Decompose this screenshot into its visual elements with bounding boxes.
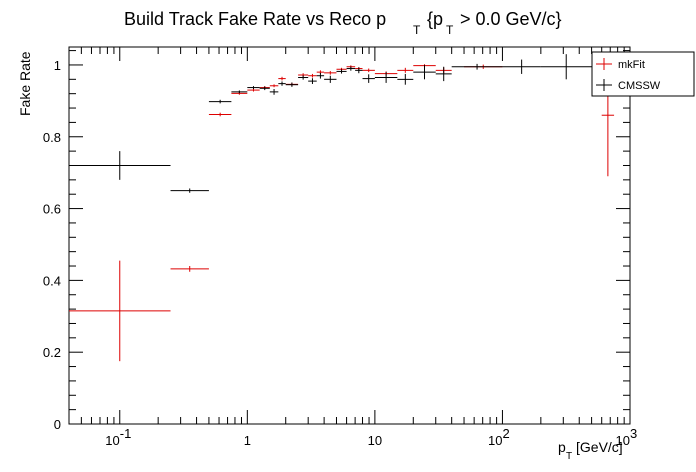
data-point [451,63,503,70]
chart-title: Build Track Fake Rate vs Reco p T {p T >… [124,9,562,38]
legend-box [591,51,695,97]
data-point [278,81,286,86]
x-tick-label: 1 [244,433,251,448]
x-tick-label: 10 [105,433,119,448]
y-axis-label: Fake Rate [17,51,33,116]
legend-entry-cmssw: CMSSW [596,79,661,92]
data-point [69,151,171,180]
data-point [170,188,209,193]
x-tick-label: 10 [488,433,502,448]
data-point [170,266,209,272]
data-point [362,68,375,73]
data-point [316,72,325,79]
svg-text:mkFit: mkFit [618,59,645,71]
data-point [308,78,317,84]
data-points [69,52,630,362]
legend: mkFit CMSSW [591,51,695,97]
x-tick-label: 10 [368,433,382,448]
x-tick-exponent: -1 [120,426,132,441]
y-tick-label: 0.2 [43,345,61,360]
data-point [355,67,363,74]
data-point [69,260,171,362]
data-point [397,67,414,73]
data-point [324,71,337,75]
data-point [308,73,317,78]
data-point [540,54,592,80]
x-tick-exponent: 2 [502,426,509,441]
data-point [362,74,375,83]
data-point [336,69,347,74]
x-tick-label: 10 [616,433,630,448]
data-point [397,73,414,85]
data-point [346,66,356,71]
data-point [435,66,452,82]
data-point [259,86,270,91]
data-point [247,88,260,92]
data-point [374,72,398,83]
x-tick-exponent: 3 [630,426,637,441]
y-tick-label: 0.4 [43,273,61,288]
y-tick-label: 0.8 [43,130,61,145]
data-point [269,84,279,88]
data-point [502,59,541,74]
y-tick-label: 1 [54,58,61,73]
svg-text:CMSSW: CMSSW [618,80,661,92]
data-point [285,82,299,87]
data-point [413,64,436,80]
data-point [298,75,309,80]
data-point [278,76,286,81]
legend-entry-mkfit: mkFit [596,58,645,71]
data-point [208,112,232,117]
plot-frame [68,46,631,425]
series-cmssw [69,52,630,193]
y-tick-label: 0.6 [43,202,61,217]
data-point [208,99,232,104]
data-point [269,89,279,95]
data-point [231,90,248,94]
x-axis-label: p T [GeV/c] [558,439,623,462]
data-point [247,86,260,90]
y-tick-label: 0 [54,417,61,432]
data-point [324,75,337,83]
